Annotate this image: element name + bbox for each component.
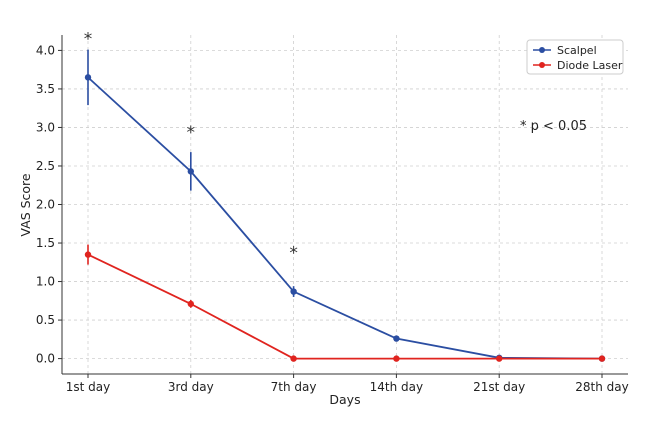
y-tick-label: 0.0: [36, 352, 55, 366]
scalpel-point: [393, 335, 400, 342]
y-tick-label: 2.0: [36, 198, 55, 212]
significance-note: * p < 0.05: [520, 119, 587, 134]
x-tick-label: 14th day: [370, 380, 423, 394]
scalpel-point: [290, 288, 297, 295]
diode-laser-point: [496, 355, 503, 362]
diode-laser-point: [84, 251, 92, 258]
significance-star: *: [289, 244, 298, 264]
y-tick-label: 4.0: [36, 43, 55, 57]
diode-laser-point: [187, 300, 194, 308]
y-axis-label: VAS Score: [18, 173, 33, 237]
diode-laser-point: [598, 355, 606, 362]
diode-laser-point: [393, 355, 400, 362]
scalpel-point: [187, 168, 194, 175]
significance-star: *: [187, 123, 196, 143]
axes: 0.0 0.5 1.0 1.5 2.0 2.5 3.0 3.5 4.0 1st day 3rd da…: [36, 35, 629, 394]
significance-markers: * * *: [84, 30, 298, 264]
x-tick-label: 7th day: [271, 380, 317, 394]
y-tick-label: 2.5: [36, 159, 55, 173]
scalpel-point: [84, 74, 92, 81]
y-tick-label: 3.5: [36, 82, 55, 96]
legend-marker-scalpel: [539, 47, 545, 53]
x-tick-label: 21st day: [473, 380, 525, 394]
grid: [62, 35, 628, 374]
diode-laser-line: [87, 253, 602, 360]
legend-label-diode-laser: Diode Laser: [557, 59, 623, 72]
x-tick-label: 1st day: [66, 380, 110, 394]
diode-laser-point: [290, 355, 297, 362]
legend: Scalpel Diode Laser: [526, 39, 624, 75]
y-tick-label: 0.5: [36, 313, 55, 327]
y-tick-label: 1.0: [36, 275, 55, 289]
legend-marker-diode-laser: [539, 62, 545, 68]
significance-star: *: [84, 30, 93, 50]
x-axis-label: Days: [329, 392, 360, 407]
x-tick-label: 3rd day: [168, 380, 214, 394]
series: [84, 49, 606, 362]
y-tick-label: 1.5: [36, 236, 55, 250]
legend-label-scalpel: Scalpel: [557, 44, 597, 57]
x-tick-label: 28th day: [575, 380, 628, 394]
y-tick-label: 3.0: [36, 120, 55, 134]
